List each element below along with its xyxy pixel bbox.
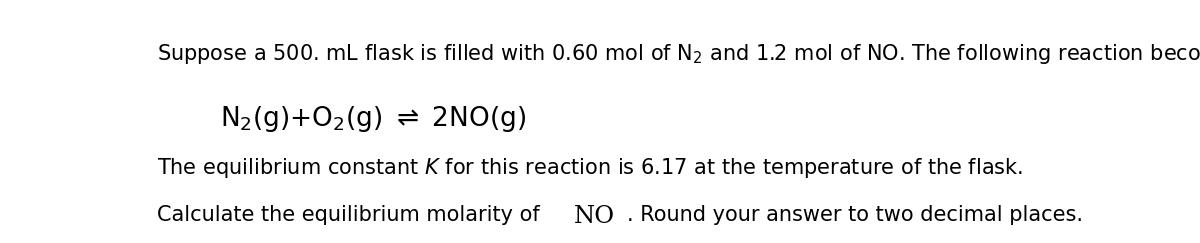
Text: The equilibrium constant $\mathit{K}$ for this reaction is 6.17 at the temperatu: The equilibrium constant $\mathit{K}$ fo… bbox=[157, 156, 1024, 180]
Text: N$_2$(g)+O$_2$(g) $\rightleftharpoons$ 2NO(g): N$_2$(g)+O$_2$(g) $\rightleftharpoons$ 2… bbox=[220, 104, 526, 134]
Text: . Round your answer to two decimal places.: . Round your answer to two decimal place… bbox=[626, 205, 1082, 225]
Text: NO: NO bbox=[574, 205, 614, 228]
Text: Calculate the equilibrium molarity of: Calculate the equilibrium molarity of bbox=[157, 205, 547, 225]
Text: Suppose a 500. mL flask is filled with 0.60 mol of N$_2$ and 1.2 mol of NO. The : Suppose a 500. mL flask is filled with 0… bbox=[157, 42, 1200, 66]
